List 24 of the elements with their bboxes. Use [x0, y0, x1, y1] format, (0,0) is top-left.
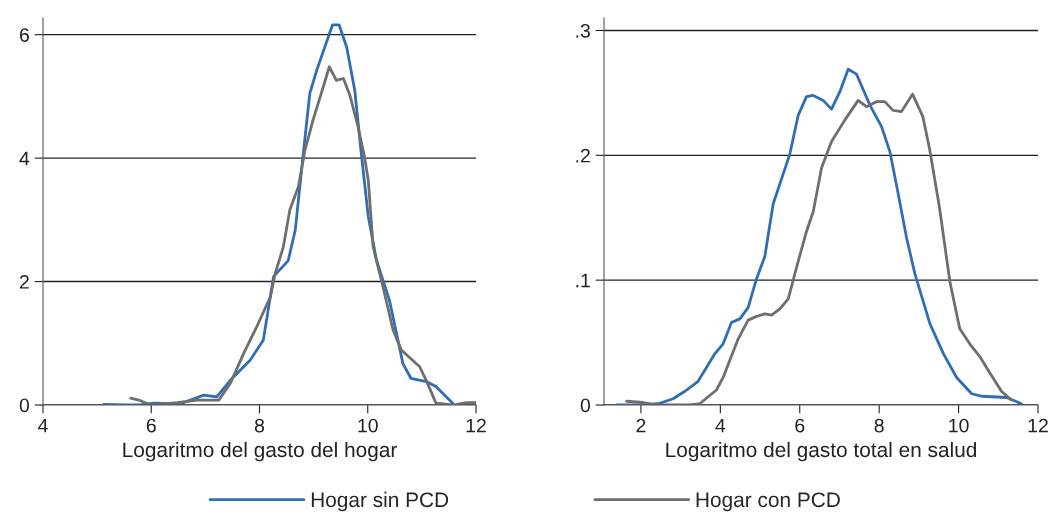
y-tick-label: .2 — [576, 148, 590, 163]
x-tick-label: 4 — [38, 418, 48, 433]
y-tick-label: 0 — [19, 398, 30, 413]
x-axis-title: Logaritmo del gasto del hogar — [123, 441, 397, 462]
x-tick-label: 4 — [715, 418, 726, 433]
x-tick-label: 8 — [254, 418, 265, 433]
line-series — [129, 65, 476, 405]
x-tick-label: 8 — [874, 418, 884, 433]
x-tick-label: 6 — [795, 418, 805, 433]
y-tick-label: .1 — [576, 273, 590, 288]
y-tick-label: 0 — [580, 398, 591, 413]
y-tick-label: 2 — [19, 275, 29, 289]
x-tick-label: 6 — [146, 418, 156, 433]
x-tick-label: 12 — [1028, 418, 1048, 433]
x-tick-label: 12 — [466, 418, 486, 433]
x-tick-label: 10 — [358, 418, 378, 433]
y-tick-label: 6 — [19, 28, 29, 42]
x-axis-title: Logaritmo del gasto total en salud — [666, 441, 977, 462]
legend-label: Hogar con PCD — [696, 492, 840, 512]
x-tick-label: 2 — [636, 418, 646, 433]
y-tick-label: .3 — [576, 23, 590, 38]
x-tick-label: 10 — [949, 418, 969, 433]
y-tick-label: 4 — [19, 151, 30, 166]
legend-label: Hogar sin PCD — [311, 491, 449, 512]
